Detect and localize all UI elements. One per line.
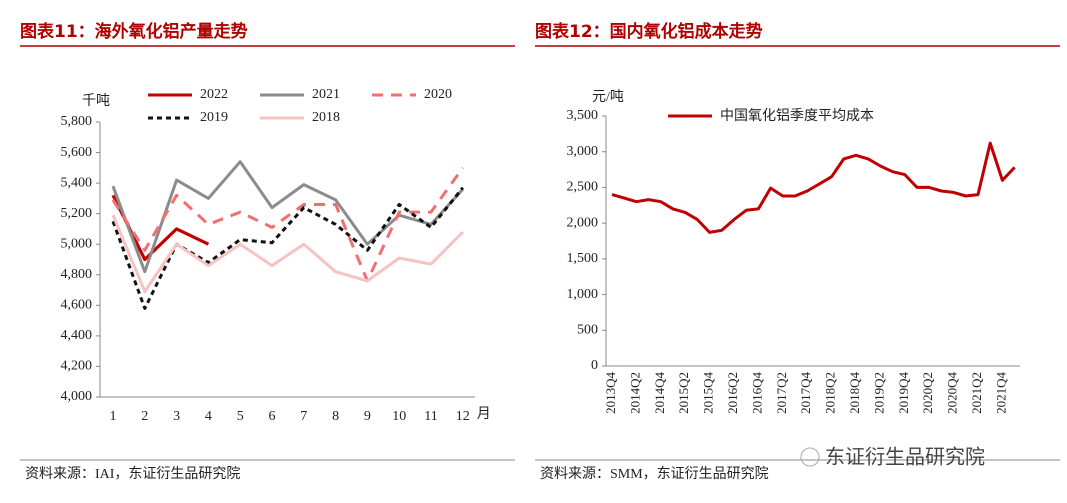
legend-label: 2020: [424, 87, 452, 102]
legend-label: 中国氧化铝季度平均成本: [720, 108, 874, 124]
y-tick-label: 4,000: [61, 389, 93, 404]
x-tick-label: 2020Q2: [920, 372, 935, 414]
series-line: [111, 160, 464, 274]
legend-label: 2018: [312, 110, 340, 125]
x-tick-label: 2019Q2: [871, 372, 886, 414]
y-tick-label: 3,000: [567, 144, 599, 159]
series-line: [611, 141, 1016, 234]
x-tick-label: 6: [269, 409, 276, 424]
series-line: [111, 214, 464, 294]
x-tick-label: 2016Q4: [749, 372, 764, 414]
y-tick-label: 5,400: [61, 175, 93, 190]
legend-label: 2022: [200, 87, 228, 102]
y-tick-label: 2,000: [567, 215, 599, 230]
x-tick-label: 2018Q4: [847, 372, 862, 414]
chart-title: 图表12：国内氧化铝成本走势: [535, 21, 763, 42]
x-tick-label: 2021Q2: [969, 372, 984, 414]
x-tick-label: 2020Q4: [945, 372, 960, 414]
x-tick-label: 10: [392, 409, 406, 424]
x-tick-label: 8: [332, 409, 339, 424]
x-tick-label: 2019Q4: [896, 372, 911, 414]
watermark: 东证衍生品研究院: [825, 445, 985, 469]
y-tick-label: 5,200: [61, 206, 93, 221]
x-tick-label: 2: [141, 409, 148, 424]
legend-label: 2021: [312, 87, 340, 102]
x-tick-label: 2018Q2: [823, 372, 838, 414]
x-tick-label: 9: [364, 409, 371, 424]
source: 资料来源：IAI，东证衍生品研究院: [25, 466, 240, 482]
y-tick-label: 5,000: [61, 236, 93, 251]
x-tick-label: 2016Q2: [725, 372, 740, 414]
y-tick-label: 2,500: [567, 180, 599, 195]
series-line: [111, 186, 464, 310]
y-tick-label: 4,400: [61, 328, 93, 343]
x-tick-label: 2017Q2: [774, 372, 789, 414]
y-tick-label: 3,500: [567, 108, 599, 123]
y-tick-label: 4,600: [61, 298, 93, 313]
x-tick-label: 2015Q2: [676, 372, 691, 414]
y-tick-label: 5,800: [61, 114, 93, 129]
x-tick-label: 4: [205, 409, 212, 424]
y-tick-label: 500: [577, 323, 598, 338]
legend-label: 2019: [200, 110, 228, 125]
x-unit: 月: [477, 406, 491, 422]
series-line: [111, 166, 465, 283]
x-tick-label: 3: [173, 409, 180, 424]
y-tick-label: 0: [591, 358, 598, 373]
y-tick-label: 4,200: [61, 359, 93, 374]
source: 资料来源：SMM，东证衍生品研究院: [540, 466, 769, 482]
x-tick-label: 2021Q4: [993, 372, 1008, 414]
x-tick-label: 2014Q2: [627, 372, 642, 414]
y-unit: 千吨: [82, 93, 110, 109]
y-tick-label: 4,800: [61, 267, 93, 282]
x-tick-label: 2015Q4: [701, 372, 716, 414]
x-tick-label: 7: [300, 409, 307, 424]
y-unit: 元/吨: [592, 89, 624, 105]
x-tick-label: 12: [456, 409, 470, 424]
y-tick-label: 5,600: [61, 145, 93, 160]
x-tick-label: 2014Q4: [652, 372, 667, 414]
watermark-icon: [800, 447, 820, 467]
x-tick-label: 2017Q4: [798, 372, 813, 414]
x-tick-label: 5: [237, 409, 244, 424]
y-tick-label: 1,500: [567, 251, 599, 266]
x-tick-label: 1: [110, 409, 117, 424]
x-tick-label: 2013Q4: [603, 372, 618, 414]
y-tick-label: 1,000: [567, 287, 599, 302]
chart-title: 图表11：海外氧化铝产量走势: [20, 21, 248, 42]
x-tick-label: 11: [424, 409, 437, 424]
